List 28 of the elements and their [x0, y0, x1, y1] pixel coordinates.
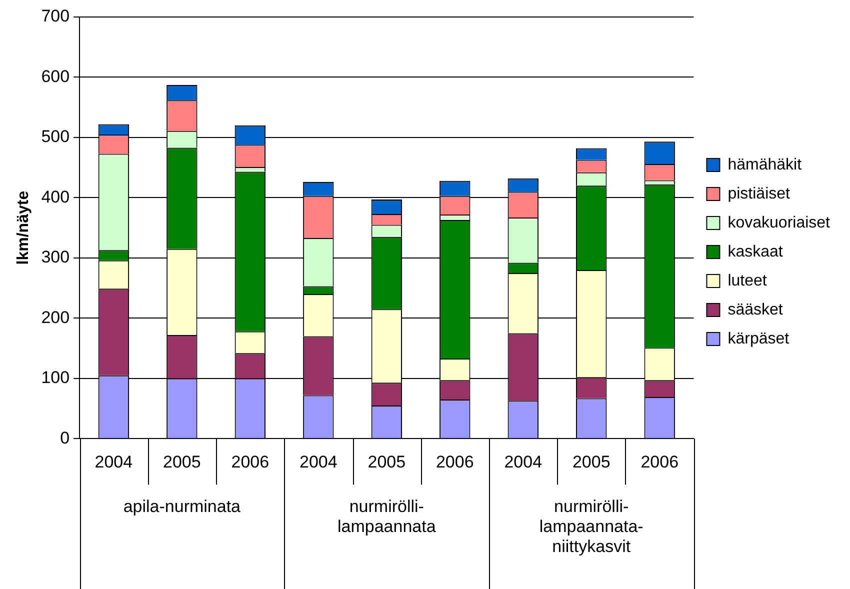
legend-label: kärpäset [728, 330, 790, 348]
y-tick-label: 600 [41, 66, 70, 86]
y-tick-label: 700 [41, 6, 70, 26]
x-tick-label: 2006 [436, 452, 474, 472]
x-tick-label: 2004 [299, 452, 338, 472]
x-tick-label: 2005 [163, 452, 201, 472]
x-tick-label: 2005 [572, 452, 610, 472]
legend-label: hämähäkit [728, 156, 802, 174]
legend-label: pistiäiset [728, 185, 791, 202]
legend-label: sääsket [728, 301, 784, 318]
y-axis-title: lkm/näyte [15, 190, 32, 265]
x-tick-label: 2006 [640, 452, 679, 472]
x-tick-label: 2006 [231, 452, 270, 472]
y-tick-label: 400 [41, 187, 70, 206]
legend-label: kaskaat [728, 243, 784, 260]
y-tick-label: 0 [60, 428, 70, 448]
text: apila-nurminata [123, 496, 242, 516]
y-tick-label: 100 [41, 368, 70, 388]
x-tick-label: 2004 [504, 452, 542, 472]
text: nurmirölli- lampaannata [337, 496, 436, 536]
x-tick-label: 2004 [94, 452, 133, 472]
x-tick-label: 2005 [368, 452, 406, 472]
legend-label: kovakuoriaiset [728, 214, 831, 232]
y-tick-label: 300 [41, 248, 70, 267]
text: nurmirölli- lampaannata- niittykasvit [539, 496, 644, 556]
y-tick-label: 200 [41, 308, 70, 327]
y-tick-label: 500 [41, 127, 70, 146]
legend-label: luteet [728, 272, 768, 290]
